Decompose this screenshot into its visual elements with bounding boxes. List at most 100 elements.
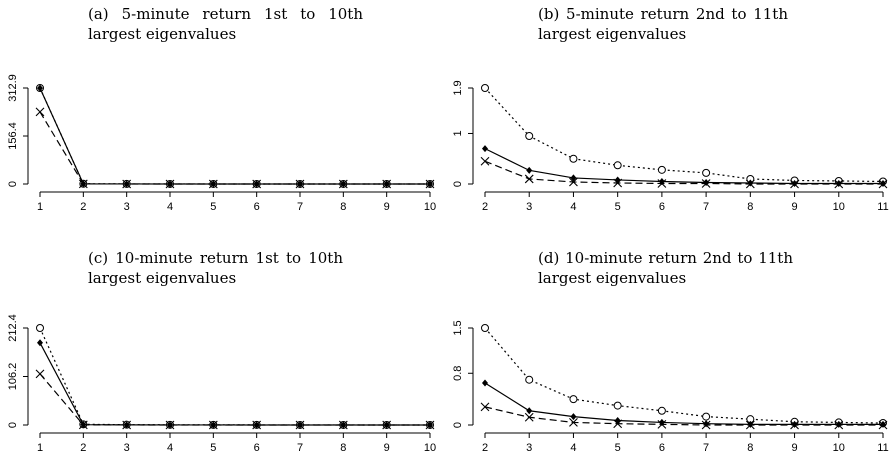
marker [78,179,88,189]
marker [36,324,44,332]
marker [878,420,888,430]
x-tick-label: 9 [791,201,797,213]
marker [834,179,844,189]
y-tick-label: 1.9 [452,80,464,95]
series-line [484,148,883,185]
x-tick-label: 10 [424,201,436,213]
x-tick-label: 10 [833,201,845,213]
x-tick-label: 5 [210,442,216,454]
marker [569,395,578,404]
marker [657,406,666,415]
marker [878,179,888,189]
marker [657,165,666,174]
series-line [39,373,430,426]
x-tick-label: 6 [254,442,260,454]
y-tick-label: 212.4 [7,314,19,342]
marker [525,132,534,140]
x-tick-label: 3 [124,201,130,213]
marker [613,401,622,410]
marker [524,412,534,422]
marker [122,420,132,430]
marker [35,369,45,379]
marker [208,420,218,430]
y-tick-label: 156.4 [7,122,19,150]
x-tick-label: 1 [37,442,43,454]
x-tick-label: 2 [80,201,86,213]
marker [570,174,577,182]
x-tick-label: 5 [615,442,621,454]
x-tick-label: 8 [747,201,753,213]
marker [425,179,435,189]
marker [252,179,262,189]
marker [295,179,305,189]
y-tick-label: 0 [452,422,464,428]
marker [701,179,711,188]
y-tick-label: 312.9 [7,74,19,102]
x-tick-label: 9 [791,442,797,454]
x-tick-label: 8 [340,442,346,454]
marker [382,179,392,189]
x-tick-label: 2 [482,201,488,213]
x-tick-label: 6 [659,442,665,454]
x-tick-label: 7 [703,442,709,454]
marker [37,339,43,347]
x-tick-label: 6 [659,201,665,213]
y-tick-label: 1.5 [452,320,464,335]
x-tick-label: 8 [340,201,346,213]
marker [569,154,578,163]
series-line [484,160,883,185]
x-tick-label: 10 [833,442,845,454]
x-tick-label: 4 [570,201,576,213]
marker [526,166,533,174]
x-tick-label: 5 [615,201,621,213]
x-tick-label: 9 [384,201,390,213]
marker [524,174,534,184]
panel-title: (b) 5-minute return 2nd to 11th largest … [538,5,788,43]
marker [481,324,489,332]
x-tick-label: 3 [526,201,532,213]
series-line [484,406,883,426]
y-tick-label: 0 [7,181,19,187]
marker [425,420,435,430]
marker [613,178,623,188]
panel-title: (a) 5-minute return 1st to 10th largest … [88,5,363,43]
marker [37,84,43,92]
x-tick-label: 11 [877,201,888,213]
x-tick-label: 8 [747,442,753,454]
marker [338,179,348,189]
x-tick-label: 6 [254,201,260,213]
marker [614,416,621,424]
marker [790,179,799,189]
y-tick-label: 0 [452,181,464,187]
x-tick-label: 3 [124,442,130,454]
marker [165,420,175,430]
marker [525,375,534,384]
marker [703,420,710,428]
series-line [39,111,430,185]
marker [78,420,88,430]
x-tick-label: 7 [297,201,303,213]
series-line [484,327,884,424]
marker [165,179,175,189]
marker [745,420,755,430]
x-tick-label: 7 [703,201,709,213]
x-tick-label: 10 [424,442,436,454]
marker [482,379,488,387]
marker [745,179,755,189]
series-line [39,87,430,185]
series-line [39,327,430,426]
x-tick-label: 1 [37,201,43,213]
x-tick-label: 4 [167,442,173,454]
panel-title: (d) 10-minute return 2nd to 11th largest… [538,249,793,287]
series-line [39,342,430,426]
marker [613,161,622,170]
x-tick-label: 11 [877,442,888,454]
x-tick-label: 9 [384,442,390,454]
series-line [484,382,883,425]
x-tick-label: 7 [297,442,303,454]
series-line [39,87,430,185]
x-tick-label: 3 [526,442,532,454]
marker [526,407,533,415]
